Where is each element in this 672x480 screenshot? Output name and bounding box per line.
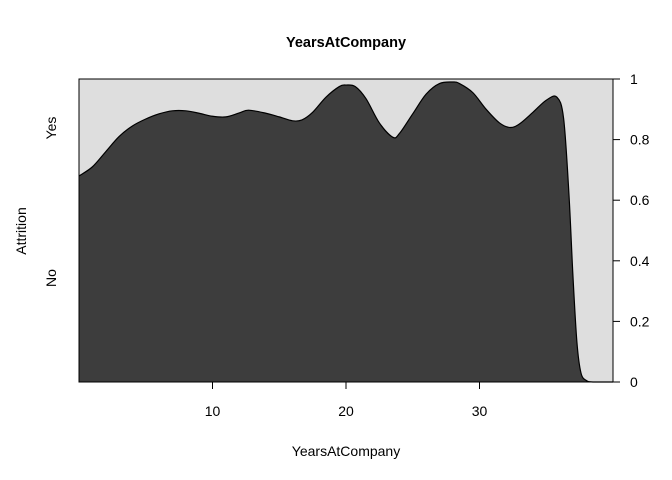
y-axis-label: Attrition [13, 207, 29, 254]
y-axis-right: 0 0.2 0.4 0.6 0.8 1 [613, 71, 650, 390]
x-tick-label: 20 [338, 403, 354, 419]
y-tick-label: 0.6 [630, 192, 650, 208]
y-tick-label: 0 [630, 374, 638, 390]
y-tick-label: 0.2 [630, 313, 650, 329]
x-axis: 10 20 30 [205, 382, 488, 419]
category-label-no: No [43, 269, 59, 287]
chart-title: YearsAtCompany [286, 35, 406, 51]
x-axis-label: YearsAtCompany [292, 443, 400, 459]
category-label-yes: Yes [43, 117, 59, 140]
no-region-area [79, 81, 613, 383]
y-tick-label: 1 [630, 71, 638, 87]
x-tick-label: 30 [472, 403, 488, 419]
y-tick-label: 0.8 [630, 132, 650, 148]
x-tick-label: 10 [205, 403, 221, 419]
density-boundary-line [78, 81, 613, 383]
y-tick-label: 0.4 [630, 253, 650, 269]
